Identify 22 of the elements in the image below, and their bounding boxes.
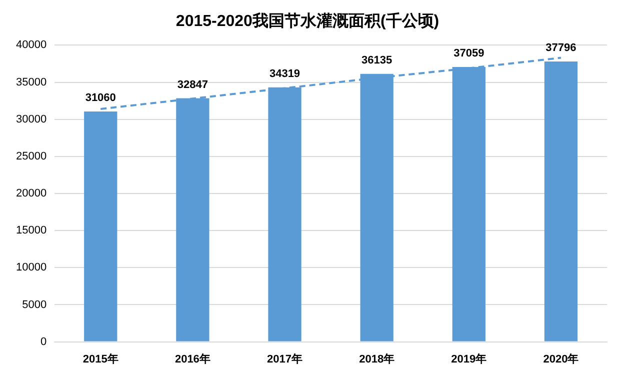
data-label: 32847 [177,78,208,91]
y-tick-label: 35000 [16,76,47,88]
x-tick-label: 2019年 [451,352,487,366]
x-tick-label: 2015年 [82,352,118,366]
y-tick-label: 15000 [16,224,47,237]
y-tick-label: 0 [40,336,47,348]
data-label: 36135 [362,54,392,66]
x-tick-label: 2018年 [359,352,395,366]
data-label: 34319 [269,68,300,80]
y-tick-label: 25000 [16,150,47,162]
x-tick-label: 2020年 [543,352,579,366]
y-tick-label: 30000 [16,113,47,126]
data-label: 37796 [546,42,576,54]
x-tick-label: 2017年 [267,352,302,366]
data-label: 37059 [454,48,484,60]
chart-title: 2015-2020我国节水灌溉面积(千公顷) [176,12,440,30]
y-tick-label: 5000 [22,298,47,311]
y-tick-label: 10000 [16,262,47,274]
data-label: 31060 [85,92,116,104]
y-tick-label: 20000 [16,188,47,200]
y-tick-label: 40000 [16,39,47,52]
x-tick-label: 2016年 [174,352,210,366]
